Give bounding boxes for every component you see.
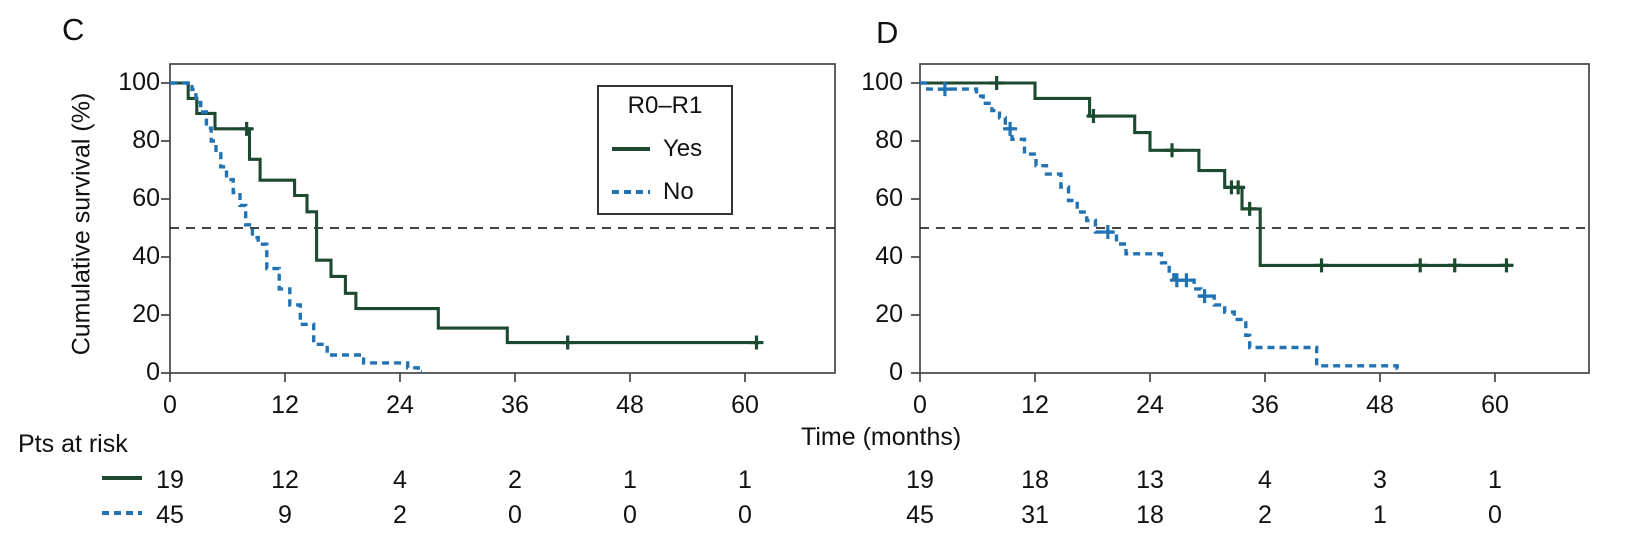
legend-title: R0–R1 — [627, 92, 703, 119]
censor-mark-yes — [1231, 180, 1246, 195]
censor-mark-no — [1003, 121, 1018, 136]
censor-mark-no — [1179, 273, 1194, 288]
x-tick-label: 36 — [1251, 391, 1279, 419]
y-tick-label: 20 — [132, 299, 160, 328]
y-tick-label: 0 — [146, 357, 160, 386]
censor-mark-yes — [749, 335, 764, 350]
risk-value-no: 0 — [738, 501, 752, 529]
x-tick-label: 24 — [386, 391, 414, 419]
risk-row-yes-swatch-icon — [102, 476, 142, 480]
risk-value-no: 0 — [1488, 501, 1502, 529]
risk-value-no: 2 — [393, 501, 407, 529]
censor-mark-yes — [1447, 258, 1462, 273]
y-axis-title: Cumulative survival (%) — [67, 92, 96, 356]
censor-mark-yes — [1314, 258, 1329, 273]
km-curve-no-c — [170, 81, 422, 374]
km-curve-no-d — [920, 81, 1400, 371]
risk-value-no: 2 — [1258, 501, 1272, 529]
dashed-line-swatch-icon — [612, 190, 650, 194]
risk-value-yes: 4 — [1258, 466, 1272, 494]
risk-value-yes: 19 — [906, 466, 934, 494]
x-tick-label: 60 — [1481, 391, 1509, 419]
x-tick-label: 12 — [1021, 391, 1049, 419]
censor-mark-no — [1197, 289, 1212, 304]
risk-value-yes: 3 — [1373, 466, 1387, 494]
legend-item-no: No — [612, 178, 731, 206]
x-axis-title: Time (months) — [801, 423, 962, 451]
y-tick-label: 20 — [875, 299, 903, 328]
x-tick-label: 0 — [913, 391, 927, 419]
y-tick-label: 60 — [132, 183, 160, 212]
risk-value-no: 0 — [508, 501, 522, 529]
y-tick-label: 80 — [132, 125, 160, 154]
plot-frame — [169, 63, 836, 374]
censor-mark-yes — [1499, 258, 1514, 273]
x-tick-label: 12 — [271, 391, 299, 419]
risk-value-yes: 4 — [393, 466, 407, 494]
censor-mark-yes — [1086, 109, 1101, 124]
risk-value-no: 9 — [278, 501, 292, 529]
y-tick-label: 40 — [132, 241, 160, 270]
risk-value-yes: 2 — [508, 466, 522, 494]
censor-mark-yes — [1413, 258, 1428, 273]
x-tick-label: 48 — [616, 391, 644, 419]
legend-box: R0–R1 Yes No — [597, 85, 733, 215]
legend-item-yes: Yes — [612, 135, 731, 163]
risk-value-yes: 18 — [1021, 466, 1049, 494]
risk-value-yes: 1 — [1488, 466, 1502, 494]
y-tick-label: 100 — [861, 67, 903, 96]
censor-mark-no — [937, 82, 952, 97]
censor-mark-yes — [560, 335, 575, 350]
y-tick-label: 80 — [875, 125, 903, 154]
x-tick-label: 48 — [1366, 391, 1394, 419]
censor-mark-yes — [239, 121, 254, 136]
y-tick-label: 0 — [889, 357, 903, 386]
x-tick-label: 24 — [1136, 391, 1164, 419]
risk-value-no: 45 — [156, 501, 184, 529]
x-tick-label: 36 — [501, 391, 529, 419]
risk-value-yes: 12 — [271, 466, 299, 494]
km-curve-yes-d — [920, 81, 1512, 267]
risk-value-no: 0 — [623, 501, 637, 529]
risk-value-yes: 1 — [738, 466, 752, 494]
y-tick-label: 40 — [875, 241, 903, 270]
risk-value-no: 1 — [1373, 501, 1387, 529]
panel-label-c: C — [62, 12, 86, 47]
risk-value-yes: 19 — [156, 466, 184, 494]
y-tick-label: 60 — [875, 183, 903, 212]
risk-row-no-swatch-icon — [102, 511, 142, 515]
censor-mark-yes — [1165, 143, 1180, 158]
censor-mark-no — [1100, 225, 1115, 240]
risk-value-yes: 1 — [623, 466, 637, 494]
censor-mark-yes — [1242, 201, 1257, 216]
x-tick-label: 0 — [163, 391, 177, 419]
legend-item-yes-label: Yes — [663, 135, 703, 162]
panel-label-d: D — [876, 15, 900, 50]
x-tick-label: 60 — [731, 391, 759, 419]
risk-value-no: 31 — [1021, 501, 1049, 529]
risk-value-no: 45 — [906, 501, 934, 529]
censor-mark-yes — [989, 76, 1004, 90]
risk-value-yes: 13 — [1136, 466, 1164, 494]
plot-frame — [919, 63, 1590, 374]
risk-value-no: 18 — [1136, 501, 1164, 529]
y-tick-label: 100 — [118, 67, 160, 96]
solid-line-swatch-icon — [612, 147, 650, 151]
legend-item-no-label: No — [663, 178, 694, 205]
pts-at-risk-label: Pts at risk — [18, 430, 128, 458]
